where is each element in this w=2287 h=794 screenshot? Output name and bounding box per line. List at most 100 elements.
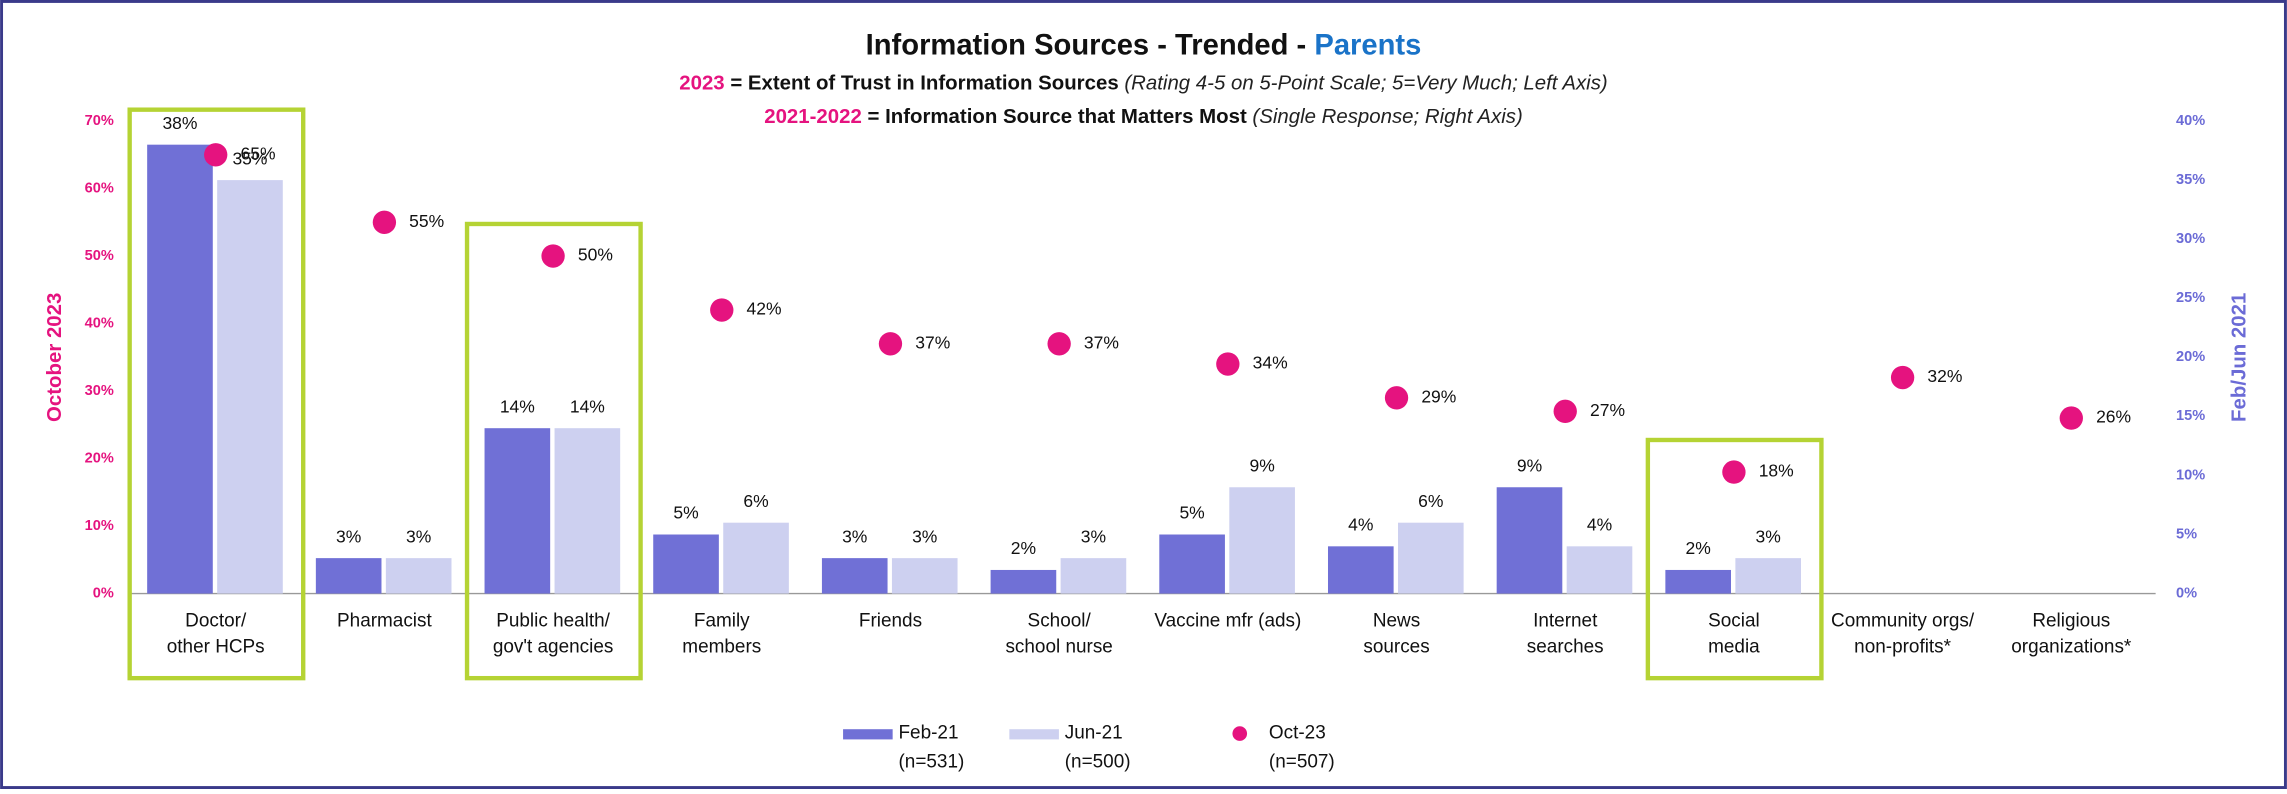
dot-value-label: 26% [2096, 407, 2131, 427]
dot [2059, 406, 2083, 430]
bar-value-label: 3% [912, 526, 937, 546]
bar [1665, 569, 1731, 594]
dot [1384, 386, 1409, 410]
x-tick-label: Internet searches [1527, 610, 1604, 657]
bar [891, 558, 958, 594]
dot-value-label: 37% [915, 332, 950, 352]
bar-value-label: 6% [743, 491, 768, 511]
x-tick-label: Doctor/other HCPs [167, 610, 265, 657]
bar-value-label: 3% [336, 526, 361, 546]
y2-tick-label: 40% [2176, 113, 2205, 129]
legend-swatch [843, 729, 893, 740]
legend-n: (n=500) [1065, 752, 1131, 773]
highlight-box [127, 107, 306, 681]
x-tick-label: Family members [682, 610, 761, 657]
x-tick-label: Friends [859, 610, 922, 631]
bar [1159, 534, 1225, 594]
dot-value-label: 29% [1421, 386, 1456, 406]
highlight-box [464, 221, 643, 681]
bar-value-label: 5% [1179, 503, 1204, 523]
bar-value-label: 2% [1011, 538, 1036, 558]
x-tick-label: Public health/gov't agencies [493, 610, 613, 657]
subtitle-part: (Single Response; Right Axis) [1252, 107, 1522, 129]
y-tick-label: 70% [85, 113, 114, 129]
bar-value-label: 35% [232, 148, 267, 168]
y-tick-label: 60% [85, 180, 114, 196]
bar [821, 558, 888, 594]
bar [554, 428, 621, 594]
x-tick-label: Community orgs/non-profits* [1831, 610, 1975, 657]
subtitle: 2021-2022 = Information Source that Matt… [764, 107, 1523, 129]
bar [147, 144, 213, 594]
y2-tick-label: 15% [2176, 408, 2205, 424]
bar-value-label: 38% [162, 113, 197, 133]
dot [1890, 365, 1915, 390]
bar [217, 180, 283, 594]
subtitle-part: = Extent of Trust in Information Sources [725, 73, 1125, 95]
bar [385, 558, 452, 594]
bar [1496, 487, 1563, 594]
bar [315, 558, 382, 594]
bar [1566, 546, 1633, 594]
y2-tick-label: 35% [2176, 172, 2205, 188]
x-tick-label: Social media [1708, 610, 1760, 657]
bar-value-label: 9% [1517, 455, 1542, 475]
bar-value-label: 2% [1686, 538, 1711, 558]
y2-tick-label: 20% [2176, 349, 2205, 365]
bar-value-label: 14% [500, 396, 535, 416]
bar [1397, 522, 1464, 594]
bar [1327, 546, 1394, 594]
chart-title: Information Sources - Trended - Parents [866, 29, 1422, 61]
bar [1229, 487, 1295, 594]
bar-value-label: 5% [673, 503, 698, 523]
bar [1735, 558, 1801, 594]
x-tick-label: School/school nurse [1005, 610, 1112, 657]
dot [541, 244, 565, 268]
x-tick-label: Pharmacist [337, 610, 432, 631]
y2-tick-label: 5% [2176, 526, 2197, 542]
x-tick-label: Vaccine mfr (ads) [1154, 610, 1301, 631]
dot [878, 332, 903, 356]
legend-n: (n=507) [1269, 752, 1335, 773]
dot [1047, 332, 1071, 356]
subtitle-part: 2023 [679, 73, 724, 95]
y2-tick-label: 30% [2176, 231, 2205, 247]
y2-tick-label: 10% [2176, 467, 2205, 483]
legend-swatch [1232, 726, 1248, 741]
y-tick-label: 50% [85, 248, 114, 264]
y2-axis-label: Feb/Jun 2021 [2229, 293, 2251, 422]
bar-value-label: 4% [1587, 515, 1612, 535]
y-tick-label: 30% [85, 383, 114, 399]
y-tick-label: 20% [85, 450, 114, 466]
dot-value-label: 32% [1927, 366, 1962, 386]
dot-value-label: 34% [1253, 353, 1288, 373]
bar-value-label: 3% [1081, 526, 1106, 546]
bar-value-label: 3% [406, 526, 431, 546]
y-tick-label: 0% [93, 585, 114, 601]
dot-value-label: 42% [747, 299, 782, 319]
bar [990, 569, 1057, 594]
bar [484, 428, 551, 594]
bar-value-label: 3% [842, 526, 867, 546]
title-part: Information Sources - Trended - [866, 29, 1315, 61]
y2-tick-label: 0% [2176, 585, 2197, 601]
subtitle: 2023 = Extent of Trust in Information So… [679, 73, 1607, 95]
dot [1722, 460, 1746, 484]
subtitle-part: 2021-2022 [764, 107, 862, 129]
dot-value-label: 55% [409, 211, 444, 231]
y-axis-label: October 2023 [44, 293, 66, 422]
legend-label: Feb-21 [898, 723, 958, 744]
y-tick-label: 40% [85, 315, 114, 331]
legend-swatch [1009, 729, 1059, 740]
y-tick-label: 10% [85, 518, 114, 534]
title-part: Parents [1314, 29, 1421, 61]
legend-label: Oct-23 [1269, 723, 1326, 744]
dot-value-label: 18% [1759, 461, 1794, 481]
dot-value-label: 27% [1590, 400, 1625, 420]
bar-value-label: 4% [1348, 515, 1373, 535]
dot [1553, 399, 1577, 423]
legend-label: Jun-21 [1065, 723, 1123, 744]
dot [204, 143, 228, 167]
